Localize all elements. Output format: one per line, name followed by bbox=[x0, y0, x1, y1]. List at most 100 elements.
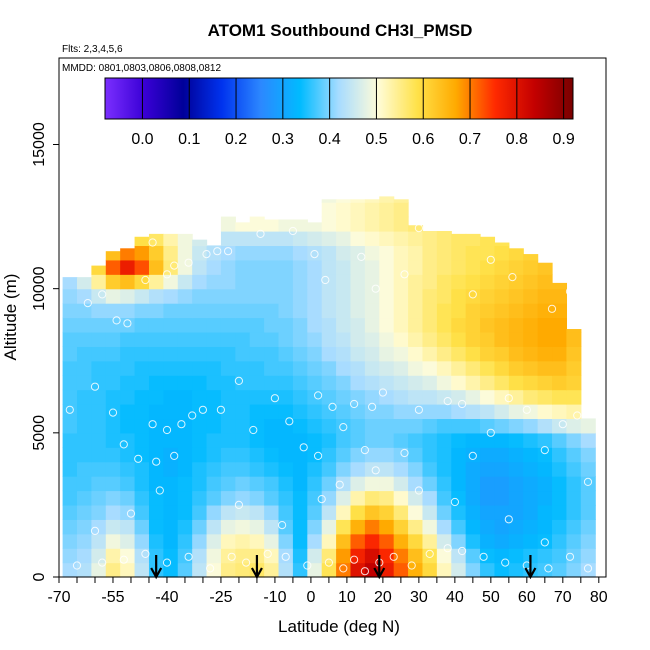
heatmap-cell bbox=[480, 490, 496, 506]
heatmap-cell bbox=[350, 447, 366, 463]
observation-circle bbox=[227, 552, 236, 561]
heatmap-cell bbox=[336, 202, 352, 218]
heatmap-cell bbox=[206, 418, 222, 434]
heatmap-cell bbox=[393, 562, 409, 578]
heatmap-cell bbox=[350, 360, 366, 376]
heatmap-cell bbox=[105, 288, 121, 304]
heatmap-cell bbox=[120, 562, 136, 578]
heatmap-cell bbox=[436, 418, 452, 434]
y-tick-label: 0 bbox=[31, 572, 48, 581]
heatmap-cell bbox=[393, 317, 409, 333]
heatmap-cell bbox=[177, 331, 193, 347]
heatmap-cell bbox=[206, 389, 222, 405]
heatmap-cell bbox=[177, 533, 193, 549]
heatmap-cell bbox=[76, 562, 92, 578]
plot-frame bbox=[58, 57, 607, 578]
heatmap-cell bbox=[523, 519, 539, 535]
heatmap-cell bbox=[336, 533, 352, 549]
heatmap-cell bbox=[264, 404, 280, 420]
observation-circle bbox=[450, 497, 459, 507]
heatmap-cell bbox=[163, 504, 179, 520]
heatmap-cell bbox=[220, 476, 236, 492]
heatmap-cell bbox=[451, 303, 467, 319]
observation-circle bbox=[400, 448, 409, 458]
heatmap-cell bbox=[336, 317, 352, 333]
heatmap-cell bbox=[552, 389, 568, 405]
heatmap-cell bbox=[307, 404, 323, 420]
heatmap-cell bbox=[206, 447, 222, 463]
heatmap-cell bbox=[480, 504, 496, 520]
heatmap-cell bbox=[292, 562, 308, 578]
heatmap-cell bbox=[350, 404, 366, 420]
heatmap-cell bbox=[508, 476, 524, 492]
x-tick-label: -25 bbox=[209, 589, 232, 606]
heatmap-cell bbox=[379, 389, 395, 405]
heatmap-cell bbox=[336, 432, 352, 448]
heatmap-cell bbox=[321, 317, 337, 333]
heatmap-cell bbox=[148, 432, 164, 448]
heatmap-cell bbox=[148, 317, 164, 333]
heatmap-cell bbox=[465, 476, 481, 492]
heatmap-cell bbox=[249, 404, 265, 420]
y-tick-label: 15000 bbox=[31, 122, 48, 167]
heatmap-cell bbox=[278, 303, 294, 319]
heatmap-cell bbox=[350, 331, 366, 347]
observation-circle bbox=[504, 394, 513, 403]
heatmap-cell bbox=[235, 231, 251, 247]
heatmap-cell bbox=[134, 389, 150, 405]
heatmap-cell bbox=[206, 259, 222, 275]
heatmap-cell bbox=[552, 282, 568, 290]
heatmap-cell bbox=[465, 389, 481, 405]
observation-circle bbox=[98, 558, 107, 567]
heatmap-cell bbox=[465, 418, 481, 434]
heatmap-cell bbox=[523, 259, 539, 275]
heatmap-cell bbox=[148, 533, 164, 549]
heatmap-cell bbox=[120, 461, 136, 477]
heatmap-cell bbox=[480, 548, 496, 564]
heatmap-cell bbox=[566, 360, 582, 376]
heatmap-cell bbox=[364, 199, 380, 203]
heatmap-cell bbox=[163, 533, 179, 549]
heatmap-cell bbox=[105, 432, 121, 448]
heatmap-cell bbox=[451, 274, 467, 290]
heatmap-cell bbox=[321, 490, 337, 506]
heatmap-cell bbox=[422, 331, 438, 347]
heatmap-cell bbox=[105, 404, 121, 420]
heatmap-cell bbox=[364, 404, 380, 420]
heatmap-cell bbox=[422, 447, 438, 463]
heatmap-cell bbox=[379, 331, 395, 347]
heatmap-cell bbox=[206, 533, 222, 549]
heatmap-cell bbox=[465, 490, 481, 506]
heatmap-cell bbox=[451, 533, 467, 549]
heatmap-cell bbox=[235, 259, 251, 275]
heatmap-cell bbox=[422, 259, 438, 275]
heatmap-cell bbox=[465, 346, 481, 362]
heatmap-cell bbox=[321, 404, 337, 420]
heatmap-cell bbox=[249, 375, 265, 391]
heatmap-cell bbox=[249, 389, 265, 405]
heatmap-cell bbox=[192, 259, 208, 275]
heatmap-cell bbox=[508, 519, 524, 535]
heatmap-cell bbox=[220, 317, 236, 333]
heatmap-cell bbox=[278, 504, 294, 520]
heatmap-cell bbox=[364, 548, 380, 564]
heatmap-cell bbox=[91, 404, 107, 420]
heatmap-cell bbox=[465, 259, 481, 275]
heatmap-cell bbox=[451, 245, 467, 261]
heatmap-cell bbox=[278, 533, 294, 549]
heatmap-cell bbox=[292, 259, 308, 275]
heatmap-cell bbox=[566, 375, 582, 391]
heatmap-cell bbox=[177, 432, 193, 448]
observation-circle bbox=[162, 425, 172, 435]
heatmap-cell bbox=[264, 288, 280, 304]
heatmap-cell bbox=[379, 375, 395, 391]
heatmap-cell bbox=[393, 504, 409, 520]
heatmap-cell bbox=[235, 519, 251, 535]
heatmap-cell bbox=[566, 476, 582, 492]
heatmap-cell bbox=[422, 404, 438, 420]
heatmap-cell bbox=[350, 389, 366, 405]
heatmap-cell bbox=[393, 360, 409, 376]
heatmap-cell bbox=[451, 519, 467, 535]
heatmap-cell bbox=[379, 504, 395, 520]
